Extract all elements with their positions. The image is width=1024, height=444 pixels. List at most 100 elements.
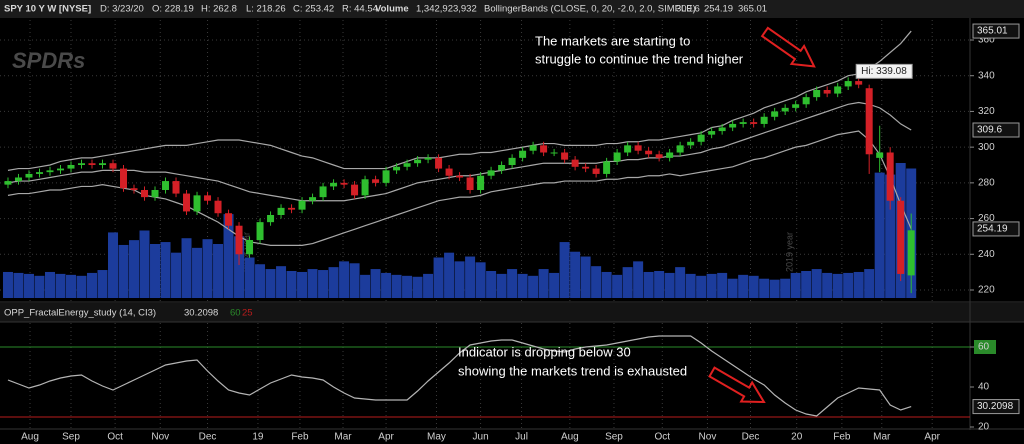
- low: L: 218.26: [246, 4, 286, 15]
- volume-bar: [223, 214, 234, 298]
- volume-bar: [528, 275, 539, 298]
- candle-body: [4, 181, 12, 185]
- volume-bar: [391, 274, 402, 298]
- candle-body: [834, 86, 842, 94]
- candle-body: [424, 157, 432, 160]
- candle-body: [172, 181, 180, 194]
- candle-body: [256, 222, 264, 240]
- annotation: Indicator is dropping below 30: [458, 344, 631, 359]
- candle-body: [288, 207, 296, 210]
- x-tick-label: Mar: [873, 432, 891, 443]
- annotation: The markets are starting to: [535, 33, 690, 48]
- date: D: 3/23/20: [100, 4, 144, 15]
- header: SPY 10 Y W [NYSE] D: 3/23/20 O: 228.19 H…: [4, 4, 767, 15]
- volume-bar: [822, 272, 833, 298]
- candle-body: [676, 145, 684, 153]
- x-tick-label: Nov: [699, 432, 717, 443]
- candle-body: [56, 168, 64, 171]
- x-tick-label: Aug: [561, 432, 579, 443]
- candle-body: [897, 200, 905, 274]
- volume-bar: [675, 267, 686, 298]
- candle-body: [120, 168, 128, 189]
- candle-body: [46, 170, 54, 173]
- study: BollingerBands (CLOSE, 0, 20, -2.0, 2.0,…: [484, 4, 696, 15]
- candle-body: [708, 131, 716, 135]
- volume-bar: [2, 271, 13, 298]
- volume-bar: [832, 273, 843, 298]
- candle-body: [151, 190, 159, 198]
- candle-body: [77, 163, 85, 165]
- candle-body: [319, 186, 327, 198]
- candle-body: [372, 179, 380, 183]
- volume-bar: [318, 270, 329, 298]
- arrow: [760, 26, 816, 68]
- x-tick-label: Feb: [291, 432, 309, 443]
- volume-bar: [601, 271, 612, 298]
- volume-bar: [402, 275, 413, 298]
- candle-body: [487, 170, 495, 176]
- label-box: [972, 122, 1020, 138]
- volume-bar: [633, 261, 644, 298]
- candle-body: [466, 177, 474, 190]
- candle-body: [456, 175, 464, 178]
- last-value-label: 30.2098: [977, 401, 1014, 412]
- volume-bar: [843, 272, 854, 298]
- x-tick-label: Dec: [742, 432, 760, 443]
- volume-bar: [706, 273, 717, 298]
- volume-bar: [790, 272, 801, 298]
- candle-body: [634, 145, 642, 151]
- volume-bar: [717, 272, 728, 298]
- volume-bar: [486, 271, 497, 298]
- study-bar: [0, 303, 1024, 322]
- volume-bar: [76, 275, 87, 298]
- header-bar: [0, 0, 1024, 18]
- label-box: [972, 23, 1020, 39]
- arrow-shape: [708, 366, 766, 404]
- candle-body: [781, 107, 789, 112]
- y-tick-label: 220: [978, 285, 995, 296]
- candle-body: [771, 111, 779, 117]
- watermark: SPDRs: [12, 48, 85, 73]
- year-label: 2019 year: [784, 232, 794, 272]
- band-line: [7, 30, 912, 171]
- x-tick-label: Apr: [378, 432, 394, 443]
- volume-bar: [276, 266, 287, 298]
- candle-body: [540, 145, 548, 153]
- arrow-shape: [760, 26, 816, 68]
- candle-body: [624, 145, 632, 153]
- volume-bar: [465, 256, 476, 298]
- y-tick-label: 360: [978, 35, 995, 46]
- last-value-label: 254.19: [977, 224, 1008, 235]
- x-tick-label: Feb: [833, 432, 851, 443]
- volume-bar: [570, 251, 581, 298]
- candle-body: [529, 145, 537, 151]
- volume-bar: [202, 239, 213, 298]
- candle-body: [802, 97, 810, 105]
- volume-label: Volume: [375, 4, 409, 15]
- candle-body: [844, 81, 852, 87]
- candle-body: [246, 240, 254, 255]
- candle-body: [603, 161, 611, 174]
- candle-body: [298, 200, 306, 210]
- candle-body: [235, 225, 243, 255]
- candle-body: [193, 195, 201, 212]
- candle-body: [403, 163, 411, 167]
- candle-body: [739, 122, 747, 124]
- volume-bar: [265, 269, 276, 298]
- x-tick-label: Aug: [21, 432, 39, 443]
- high: H: 262.8: [201, 4, 237, 15]
- candle-body: [907, 230, 915, 276]
- candle-body: [382, 170, 390, 183]
- volume-bar: [307, 269, 318, 298]
- candle-body: [582, 166, 590, 169]
- volume-bar: [748, 275, 759, 298]
- candle-body: [361, 179, 369, 196]
- hi-box: [855, 63, 913, 79]
- volume-bar: [727, 278, 738, 298]
- label-box: [972, 399, 1020, 415]
- candle-body: [823, 90, 831, 94]
- volume-bar: [496, 273, 507, 298]
- candle-body: [99, 163, 107, 165]
- candle-body: [697, 134, 705, 142]
- candle-body: [760, 116, 768, 124]
